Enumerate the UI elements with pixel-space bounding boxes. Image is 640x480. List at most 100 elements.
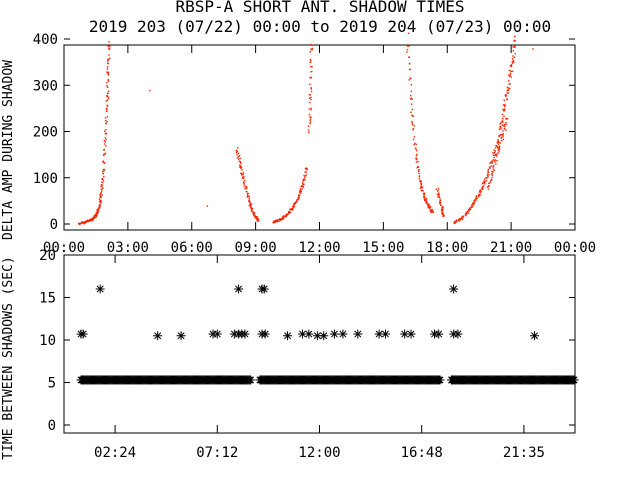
data-point — [494, 150, 497, 152]
data-point — [439, 201, 441, 203]
data-point — [107, 79, 110, 81]
data-point — [108, 47, 111, 50]
data-point — [410, 90, 413, 93]
data-point — [244, 188, 246, 190]
data-point — [105, 122, 107, 125]
data-point — [83, 221, 86, 223]
data-point — [484, 182, 486, 185]
data-point — [107, 62, 110, 65]
data-point — [487, 188, 490, 190]
data-point — [496, 141, 499, 143]
data-point — [247, 196, 249, 198]
data-point — [78, 222, 80, 224]
data-point — [303, 183, 305, 185]
data-point — [439, 199, 441, 201]
data-point — [493, 152, 495, 154]
data-point — [469, 207, 471, 209]
data-point — [503, 128, 505, 130]
data-point — [298, 191, 301, 193]
asterisk-marker — [329, 329, 339, 339]
data-point — [280, 218, 282, 220]
data-point — [506, 118, 509, 120]
data-point — [486, 173, 489, 175]
data-point — [425, 201, 428, 204]
data-point — [273, 220, 276, 223]
bottom-x-tick-label: 12:00 — [298, 445, 340, 461]
data-point — [248, 197, 250, 200]
data-point — [282, 217, 285, 220]
data-point — [241, 176, 244, 178]
data-point — [442, 214, 445, 216]
data-point — [429, 209, 432, 212]
data-point — [506, 98, 508, 100]
data-point — [309, 58, 312, 61]
data-point — [483, 181, 486, 184]
data-point — [416, 158, 418, 161]
data-point — [251, 207, 254, 210]
data-point — [456, 221, 458, 223]
data-point — [468, 210, 470, 212]
data-point — [498, 148, 501, 151]
data-point — [99, 201, 102, 203]
data-point — [99, 195, 102, 197]
data-point — [492, 152, 494, 154]
data-point — [238, 160, 240, 162]
data-point — [289, 208, 291, 211]
top-y-tick-label: 100 — [33, 171, 58, 187]
data-point — [283, 216, 285, 218]
data-point — [106, 95, 108, 97]
data-point — [95, 215, 97, 218]
data-point — [413, 136, 416, 138]
data-point — [103, 161, 105, 164]
data-point — [104, 137, 107, 139]
data-point — [103, 148, 105, 151]
data-point — [412, 127, 415, 130]
data-point — [310, 48, 312, 50]
asterisk-marker — [406, 329, 416, 339]
data-point — [482, 182, 484, 184]
data-point — [236, 153, 238, 156]
data-point — [478, 190, 481, 192]
data-point — [99, 205, 101, 207]
data-point — [501, 113, 504, 116]
data-point — [482, 188, 484, 191]
bottom-y-tick-label: 20 — [39, 248, 56, 264]
data-point — [102, 179, 105, 182]
data-point — [440, 209, 443, 211]
data-point — [105, 129, 107, 131]
bottom-data-points — [76, 284, 579, 385]
data-point — [253, 215, 255, 217]
data-point — [107, 73, 110, 75]
top-x-tick-label: 06:00 — [171, 240, 213, 256]
data-point — [509, 74, 512, 76]
data-point — [488, 166, 491, 168]
data-point — [500, 128, 502, 130]
chart-subtitle: 2019 203 (07/22) 00:00 to 2019 204 (07/2… — [89, 17, 551, 36]
data-point — [408, 56, 410, 58]
data-point — [409, 94, 412, 97]
data-point — [241, 169, 243, 171]
top-data-points — [78, 32, 534, 226]
data-point — [299, 188, 302, 190]
data-point — [480, 190, 482, 192]
data-point — [479, 189, 482, 191]
data-point — [80, 221, 83, 224]
data-point — [106, 82, 108, 84]
data-point — [439, 204, 442, 206]
data-point — [239, 166, 241, 168]
data-point — [279, 219, 281, 222]
data-point — [250, 208, 253, 211]
data-point — [497, 140, 499, 142]
data-point — [500, 122, 502, 124]
data-point — [423, 198, 426, 200]
data-point — [510, 70, 513, 73]
data-point — [304, 171, 306, 173]
data-point — [496, 159, 498, 162]
data-point — [239, 157, 241, 160]
data-point — [104, 153, 106, 155]
data-point — [476, 197, 478, 200]
data-point — [488, 182, 491, 184]
data-point — [107, 45, 110, 48]
data-point — [419, 180, 421, 182]
data-point — [240, 162, 242, 164]
